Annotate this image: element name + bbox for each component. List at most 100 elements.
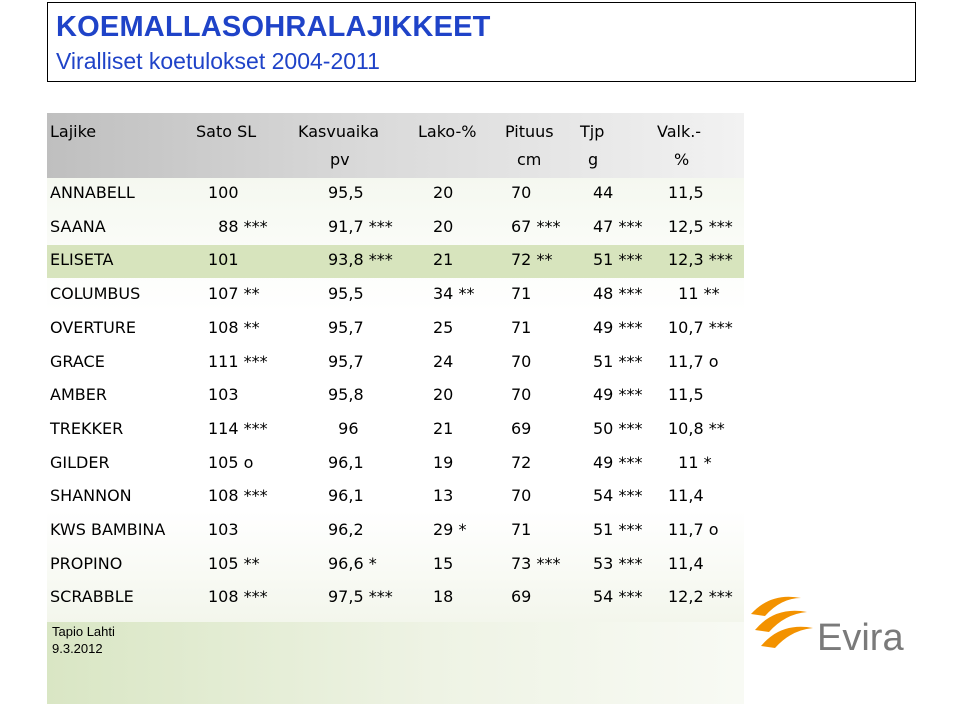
table-cell: 21 <box>433 419 454 438</box>
table-cell: 100 <box>208 183 239 202</box>
table-cell: 20 <box>433 217 454 236</box>
title-box: KOEMALLASOHRALAJIKKEET Viralliset koetul… <box>47 2 916 82</box>
column-unit: g <box>588 150 599 169</box>
column-header: Lako-% <box>418 122 477 141</box>
table-cell: 51 *** <box>593 520 643 539</box>
table-cell: 70 <box>511 486 532 505</box>
table-cell: 11,4 <box>668 554 704 573</box>
table-cell: 72 <box>511 453 532 472</box>
table-cell: 108 *** <box>208 587 268 606</box>
column-header: Pituus <box>505 122 554 141</box>
table-cell: 95,8 <box>328 385 364 404</box>
table-cell: 49 *** <box>593 318 643 337</box>
table-cell: 50 *** <box>593 419 643 438</box>
table-cell: 108 *** <box>208 486 268 505</box>
table-cell: 95,5 <box>328 183 364 202</box>
table-cell: 12,5 *** <box>668 217 733 236</box>
variety-name: ANNABELL <box>50 183 135 202</box>
table-cell: 49 *** <box>593 385 643 404</box>
table-cell: 29 * <box>433 520 467 539</box>
footer-band <box>47 622 744 704</box>
variety-name: AMBER <box>50 385 107 404</box>
table-cell: 51 *** <box>593 352 643 371</box>
table-cell: 54 *** <box>593 486 643 505</box>
logo-text: Evira <box>817 617 904 659</box>
table-cell: 88 *** <box>208 217 268 236</box>
table-cell: 12,3 *** <box>668 250 733 269</box>
table-cell: 11,5 <box>668 183 704 202</box>
table-cell: 47 *** <box>593 217 643 236</box>
table-cell: 11,5 <box>668 385 704 404</box>
column-unit: pv <box>330 150 350 169</box>
table-cell: 96,6 * <box>328 554 377 573</box>
footer-info: Tapio Lahti 9.3.2012 <box>52 623 115 657</box>
table-cell: 51 *** <box>593 250 643 269</box>
table-cell: 48 *** <box>593 284 643 303</box>
variety-name: GILDER <box>50 453 110 472</box>
table-cell: 18 <box>433 587 454 606</box>
table-cell: 19 <box>433 453 454 472</box>
variety-name: GRACE <box>50 352 105 371</box>
table-cell: 24 <box>433 352 454 371</box>
variety-name: PROPINO <box>50 554 123 573</box>
variety-name: SCRABBLE <box>50 587 134 606</box>
table-cell: 97,5 *** <box>328 587 393 606</box>
table-cell: 73 *** <box>511 554 561 573</box>
variety-name: COLUMBUS <box>50 284 141 303</box>
presentation-date: 9.3.2012 <box>52 641 103 656</box>
table-cell: 11 * <box>668 453 712 472</box>
table-cell: 95,7 <box>328 318 364 337</box>
table-cell: 70 <box>511 183 532 202</box>
variety-name: ELISETA <box>50 250 114 269</box>
table-cell: 12,2 *** <box>668 587 733 606</box>
table-cell: 53 *** <box>593 554 643 573</box>
page-subtitle: Viralliset koetulokset 2004-2011 <box>56 48 380 74</box>
table-cell: 10,7 *** <box>668 318 733 337</box>
table-cell: 15 <box>433 554 454 573</box>
table-cell: 44 <box>593 183 614 202</box>
table-cell: 96 <box>328 419 359 438</box>
table-cell: 114 *** <box>208 419 268 438</box>
variety-name: SHANNON <box>50 486 132 505</box>
table-cell: 70 <box>511 385 532 404</box>
table-cell: 34 ** <box>433 284 475 303</box>
table-cell: 69 <box>511 587 532 606</box>
variety-name: KWS BAMBINA <box>50 520 166 539</box>
table-cell: 103 <box>208 520 239 539</box>
table-cell: 21 <box>433 250 454 269</box>
table-cell: 105 o <box>208 453 254 472</box>
table-cell: 11,7 o <box>668 520 719 539</box>
table-cell: 96,1 <box>328 486 364 505</box>
table-cell: 95,7 <box>328 352 364 371</box>
variety-name: OVERTURE <box>50 318 137 337</box>
table-cell: 49 *** <box>593 453 643 472</box>
evira-logo-icon: Evira <box>751 596 904 659</box>
table-cell: 20 <box>433 385 454 404</box>
table-cell: 96,2 <box>328 520 364 539</box>
page-title: KOEMALLASOHRALAJIKKEET <box>56 11 491 43</box>
table-cell: 96,1 <box>328 453 364 472</box>
column-header: Valk.- <box>657 122 702 141</box>
table-cell: 93,8 *** <box>328 250 393 269</box>
table-cell: 67 *** <box>511 217 561 236</box>
table-cell: 11,4 <box>668 486 704 505</box>
header-band <box>47 113 744 178</box>
table-cell: 108 ** <box>208 318 260 337</box>
variety-name: SAANA <box>50 217 106 236</box>
author-name: Tapio Lahti <box>52 624 115 639</box>
table-cell: 91,7 *** <box>328 217 393 236</box>
column-header: Lajike <box>50 122 97 141</box>
table-cell: 71 <box>511 520 532 539</box>
table-cell: 20 <box>433 183 454 202</box>
table-cell: 72 ** <box>511 250 553 269</box>
table-cell: 71 <box>511 284 532 303</box>
table-cell: 69 <box>511 419 532 438</box>
column-header: Kasvuaika <box>298 122 379 141</box>
evira-logo: Evira <box>745 590 925 670</box>
variety-name: TREKKER <box>50 419 124 438</box>
table-cell: 71 <box>511 318 532 337</box>
highlight-row <box>47 245 744 278</box>
table-cell: 25 <box>433 318 454 337</box>
column-header: Sato SL <box>196 122 257 141</box>
table-cell: 107 ** <box>208 284 260 303</box>
